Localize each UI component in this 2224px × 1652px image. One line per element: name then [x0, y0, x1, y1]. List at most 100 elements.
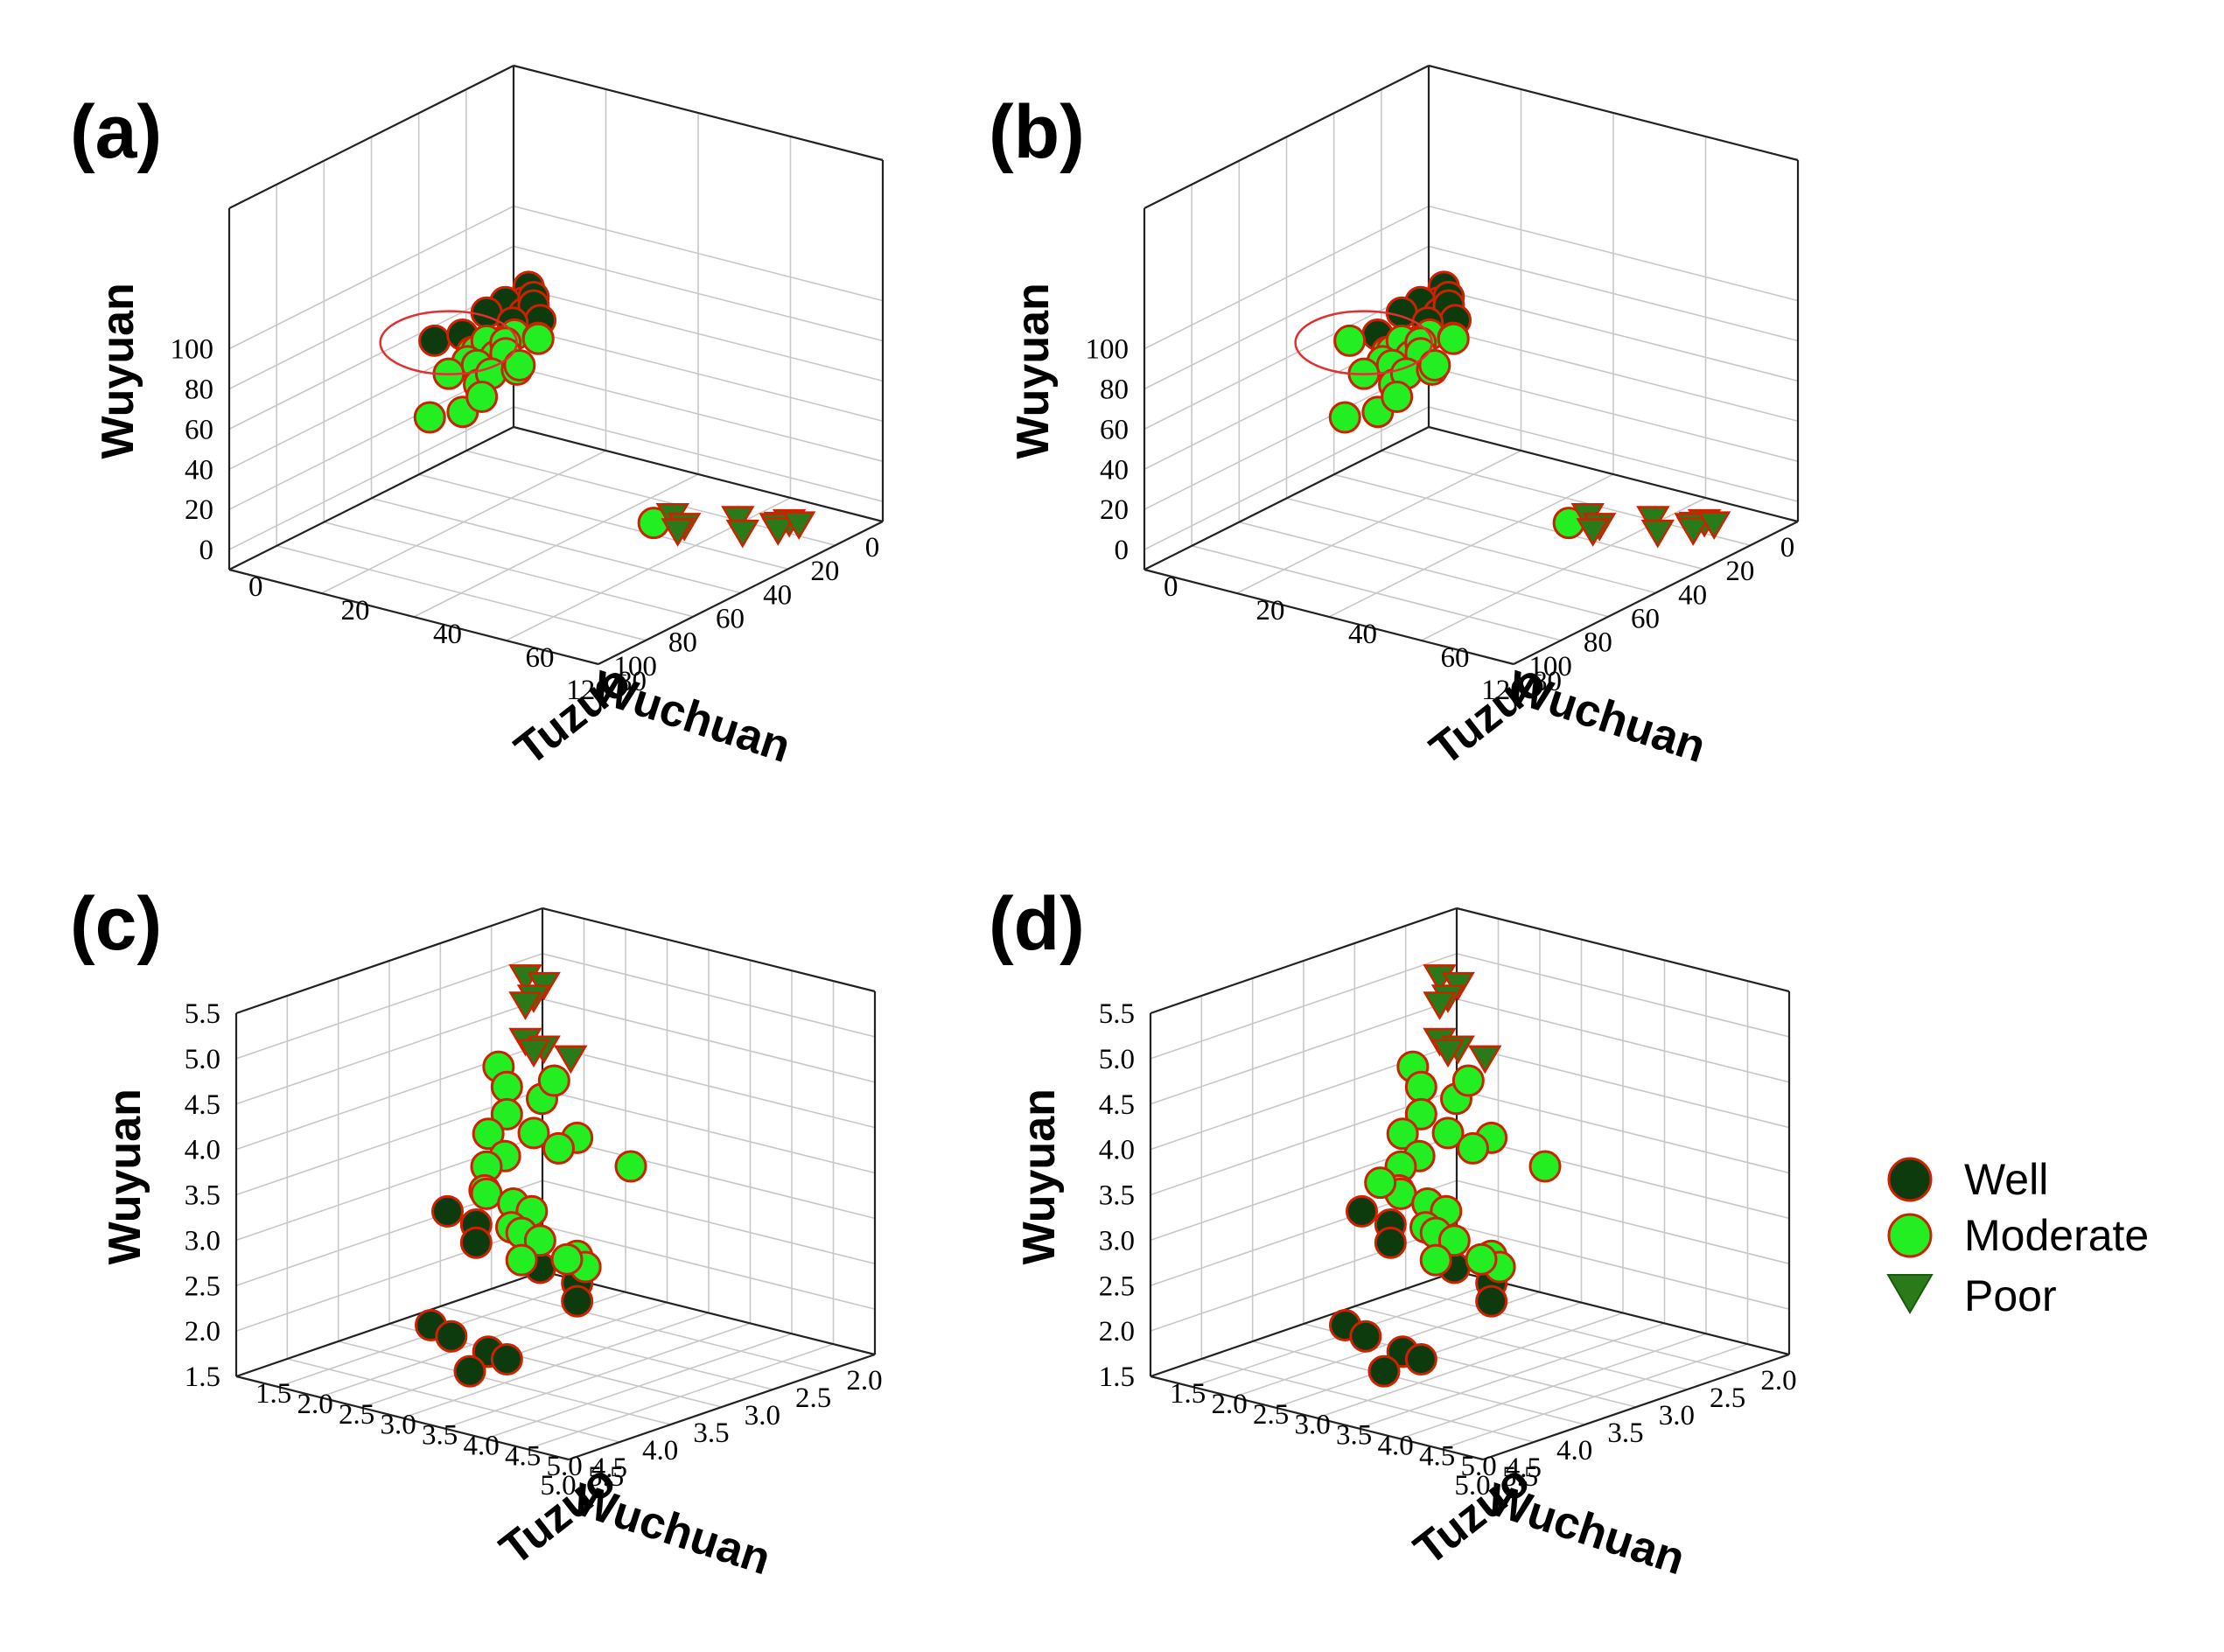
tick-label-tuzuo: 3.5 — [1336, 1420, 1372, 1452]
tick-label-wuyuan: 40 — [1100, 454, 1129, 486]
data-point-poor — [725, 519, 759, 549]
legend-label-poor: Poor — [1964, 1271, 2057, 1320]
tick-label-wuchuan: 3.5 — [693, 1418, 729, 1449]
tick-label-wuyuan: 4.5 — [185, 1089, 220, 1121]
tick-label-wuyuan: 80 — [1100, 374, 1129, 406]
axis-edge — [513, 64, 884, 162]
data-point-well — [1346, 1194, 1378, 1228]
data-point-moderate — [470, 1177, 503, 1210]
tick-label-wuyuan: 4.0 — [185, 1135, 220, 1166]
gridline-floor — [1399, 1333, 1707, 1440]
tick-label-wuchuan: 120 — [1481, 675, 1525, 706]
data-point-moderate — [1418, 348, 1451, 382]
data-point-moderate — [1404, 1097, 1437, 1130]
tick-label-tuzuo: 4.5 — [1419, 1440, 1455, 1472]
data-point-poor — [1430, 1039, 1465, 1068]
tick-label-wuyuan: 3.5 — [1099, 1180, 1135, 1212]
tick-label-wuyuan: 2.5 — [185, 1270, 220, 1302]
tick-label-tuzuo: 20 — [341, 595, 370, 626]
data-point-well — [1367, 1354, 1401, 1388]
tick-label-wuyuan: 2.5 — [1099, 1270, 1135, 1302]
tick-label-tuzuo: 5.0 — [1461, 1451, 1497, 1482]
tick-label-tuzuo: 1.5 — [255, 1378, 291, 1410]
axis-edge — [1428, 64, 1799, 162]
data-point-well — [431, 1194, 464, 1228]
data-point-poor — [1697, 511, 1731, 541]
tick-label-wuyuan: 0 — [1115, 535, 1129, 566]
gridline-floor — [321, 450, 606, 594]
tick-label-tuzuo: 40 — [1348, 619, 1377, 650]
axis-edge — [235, 1270, 543, 1378]
axis-edge — [1150, 1270, 1458, 1378]
tick-label-tuzuo: 2.0 — [1212, 1389, 1248, 1420]
legend-marker-moderate — [1887, 1213, 1933, 1258]
data-point-poor — [1640, 519, 1675, 549]
panel-d: (d) 1.52.02.53.03.54.04.55.05.55.04.54.0… — [989, 882, 1797, 1585]
gridline-floor — [1236, 450, 1521, 594]
gridline-floor — [1328, 473, 1614, 618]
tick-label-wuyuan: 2.0 — [185, 1316, 220, 1348]
tick-label-tuzuo: 20 — [1256, 595, 1285, 626]
data-point-moderate — [1381, 380, 1414, 413]
axis-edge — [1150, 1375, 1484, 1461]
gridline-floor — [413, 473, 699, 618]
axis-edge — [513, 425, 884, 523]
axis-title-wuyuan: Wuyuan — [1014, 1088, 1065, 1264]
data-point-well — [1349, 1320, 1382, 1353]
data-point-moderate — [1419, 1243, 1452, 1277]
data-point-moderate — [1364, 1166, 1397, 1200]
gridline-floor — [527, 1343, 834, 1450]
tick-label-wuchuan: 20 — [1725, 556, 1754, 587]
tick-label-wuyuan: 4.0 — [1099, 1135, 1135, 1166]
tick-label-wuchuan: 0 — [1780, 532, 1795, 564]
axis-title-wuyuan: Wuyuan — [93, 283, 143, 458]
data-point-moderate — [1386, 1117, 1419, 1151]
legend-label-moderate: Moderate — [1964, 1211, 2149, 1260]
axis-title-wuyuan: Wuyuan — [1008, 283, 1059, 458]
tick-label-tuzuo: 4.5 — [505, 1440, 541, 1472]
tick-label-wuyuan: 5.5 — [1099, 998, 1135, 1030]
axis-edge — [1456, 1270, 1790, 1356]
axis-edge — [542, 906, 876, 993]
tick-label-wuchuan: 5.0 — [540, 1470, 576, 1502]
data-point-moderate — [523, 1224, 556, 1257]
data-point-poor — [661, 518, 695, 547]
tick-label-tuzuo: 3.0 — [1295, 1410, 1331, 1441]
data-point-moderate — [1328, 401, 1361, 434]
axis-edge — [235, 1375, 570, 1461]
gridline-floor — [1441, 1343, 1748, 1450]
data-point-poor — [508, 991, 542, 1020]
tick-label-wuchuan: 3.5 — [1607, 1418, 1643, 1449]
tick-label-wuyuan: 100 — [171, 334, 214, 366]
legend-marker-well — [1887, 1157, 1933, 1202]
panel-c: (c) 1.52.02.53.03.54.04.55.05.55.04.54.0… — [70, 882, 883, 1585]
tick-label-tuzuo: 2.5 — [1253, 1399, 1289, 1431]
tick-label-wuyuan: 5.0 — [185, 1044, 220, 1075]
tick-label-wuchuan: 2.5 — [795, 1382, 831, 1414]
panel-label-b: (b) — [989, 90, 1085, 174]
tick-label-wuyuan: 0 — [199, 535, 214, 566]
tick-label-tuzuo: 3.0 — [381, 1410, 416, 1441]
legend-marker-poor — [1886, 1274, 1934, 1314]
tick-label-wuchuan: 4.0 — [642, 1435, 678, 1466]
tick-label-tuzuo: 40 — [433, 619, 462, 650]
axis-edge — [1428, 425, 1799, 523]
axis-edge — [568, 1353, 876, 1461]
axis-edge — [1143, 65, 1430, 209]
data-point-moderate — [413, 401, 446, 434]
axis-edge — [1456, 906, 1790, 993]
data-point-moderate — [490, 1097, 523, 1130]
tick-label-wuyuan: 20 — [1100, 494, 1129, 526]
tick-label-tuzuo: 2.0 — [297, 1389, 333, 1420]
data-point-well — [1404, 1343, 1437, 1376]
tick-label-wuyuan: 1.5 — [185, 1362, 220, 1393]
data-point-well — [561, 1284, 594, 1318]
data-point-poor — [782, 511, 816, 541]
data-point-poor — [516, 1039, 551, 1068]
tick-label-wuchuan: 3.0 — [745, 1400, 780, 1432]
tick-label-wuchuan: 4.0 — [1556, 1435, 1592, 1466]
tick-label-wuyuan: 3.0 — [185, 1225, 220, 1256]
legend: Well Moderate Poor — [1886, 1155, 2149, 1320]
tick-label-tuzuo: 60 — [526, 642, 555, 674]
panel-b: (b) 020406080100120100806040200020406080… — [989, 64, 1800, 775]
